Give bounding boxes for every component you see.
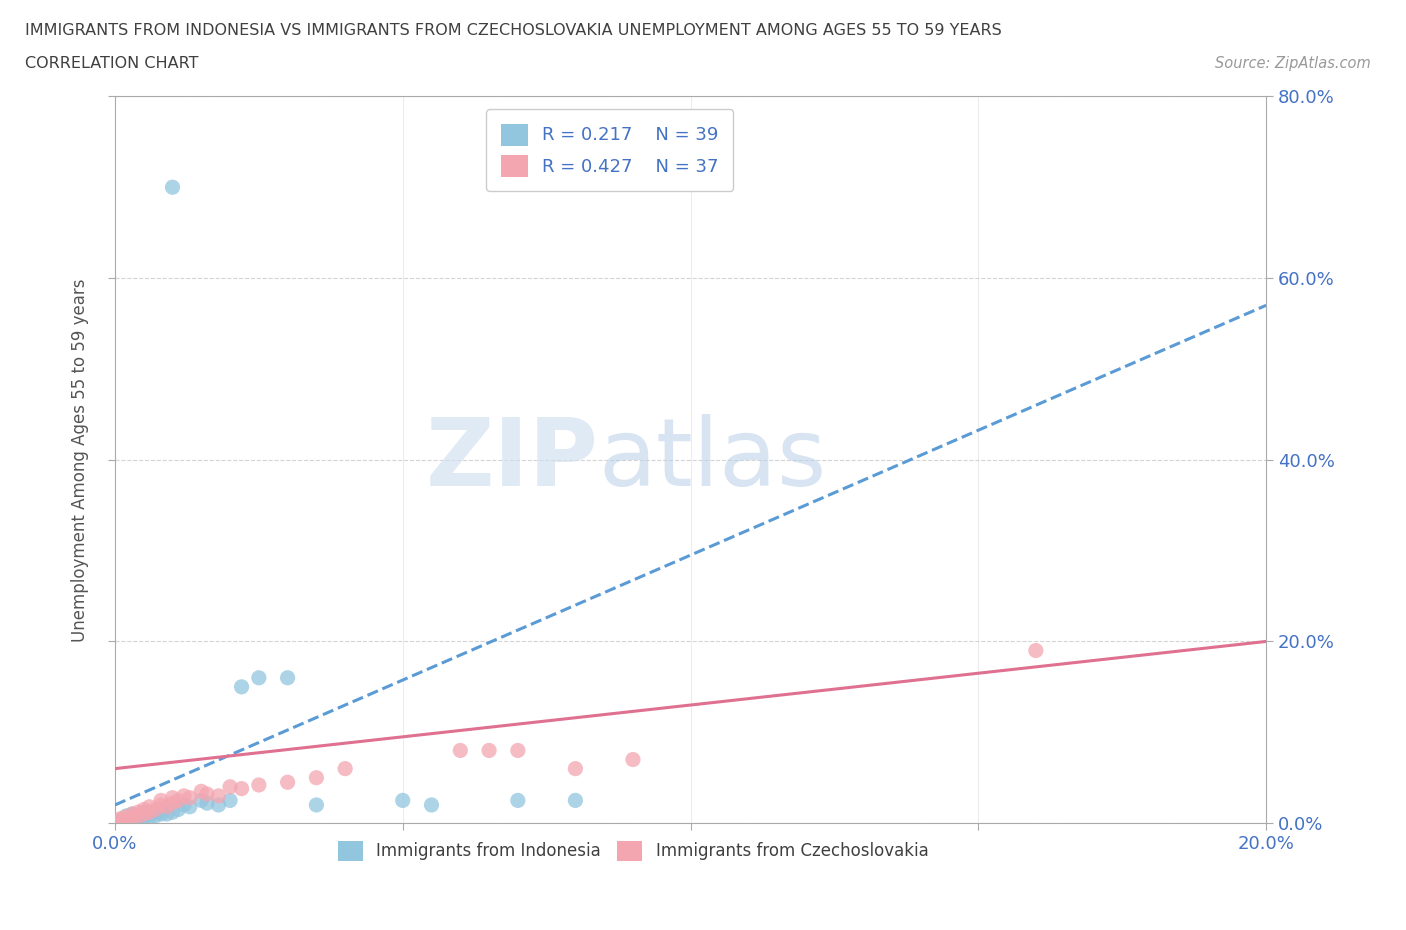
Point [190, 784, 212, 799]
Point [132, 802, 155, 817]
Point [110, 814, 132, 829]
Point [207, 789, 229, 804]
Point [162, 790, 184, 805]
Point [143, 802, 166, 817]
Point [110, 813, 132, 828]
Text: ZIP: ZIP [426, 414, 599, 506]
Point [143, 808, 166, 823]
Point [149, 793, 172, 808]
Point [247, 777, 270, 792]
Y-axis label: Unemployment Among Ages 55 to 59 years: Unemployment Among Ages 55 to 59 years [72, 278, 89, 642]
Point [207, 798, 229, 813]
Text: CORRELATION CHART: CORRELATION CHART [25, 56, 198, 71]
Point [149, 798, 172, 813]
Point [478, 743, 501, 758]
Point [167, 793, 190, 808]
Point [231, 680, 253, 695]
Point [107, 815, 129, 830]
Point [132, 808, 155, 823]
Point [173, 789, 195, 804]
Legend: Immigrants from Indonesia, Immigrants from Czechoslovakia: Immigrants from Indonesia, Immigrants fr… [329, 832, 936, 870]
Point [333, 761, 356, 776]
Text: IMMIGRANTS FROM INDONESIA VS IMMIGRANTS FROM CZECHOSLOVAKIA UNEMPLOYMENT AMONG A: IMMIGRANTS FROM INDONESIA VS IMMIGRANTS … [25, 23, 1002, 38]
Point [247, 671, 270, 685]
Text: Source: ZipAtlas.com: Source: ZipAtlas.com [1215, 56, 1371, 71]
Point [127, 809, 149, 824]
Point [138, 806, 160, 821]
Point [149, 802, 172, 817]
Point [112, 812, 135, 827]
Point [115, 812, 138, 827]
Point [277, 775, 299, 790]
Point [162, 179, 184, 194]
Point [621, 752, 644, 767]
Point [132, 804, 155, 819]
Point [156, 806, 179, 821]
Point [231, 781, 253, 796]
Point [305, 798, 328, 813]
Point [420, 798, 443, 813]
Point [115, 808, 138, 823]
Point [138, 799, 160, 814]
Point [132, 811, 155, 826]
Point [277, 671, 299, 685]
Point [506, 743, 529, 758]
Point [110, 811, 132, 826]
Point [219, 779, 242, 794]
Point [143, 804, 166, 819]
Point [195, 787, 218, 802]
Point [110, 813, 132, 828]
Point [564, 761, 586, 776]
Point [115, 811, 138, 826]
Point [173, 798, 195, 813]
Point [1025, 643, 1047, 658]
Point [305, 770, 328, 785]
Point [391, 793, 413, 808]
Point [162, 796, 184, 811]
Point [121, 806, 143, 821]
Point [127, 808, 149, 823]
Point [179, 799, 201, 814]
Point [138, 804, 160, 819]
Point [149, 806, 172, 821]
Point [449, 743, 471, 758]
Point [132, 806, 155, 821]
Point [564, 793, 586, 808]
Text: atlas: atlas [599, 414, 827, 506]
Point [121, 813, 143, 828]
Point [156, 799, 179, 814]
Point [115, 809, 138, 824]
Point [121, 806, 143, 821]
Point [195, 796, 218, 811]
Point [162, 804, 184, 819]
Point [121, 810, 143, 825]
Point [506, 793, 529, 808]
Point [138, 810, 160, 825]
Point [115, 814, 138, 829]
Point [127, 804, 149, 819]
Point [179, 790, 201, 805]
Point [167, 802, 190, 817]
Point [121, 810, 143, 825]
Point [190, 793, 212, 808]
Point [127, 812, 149, 827]
Point [219, 793, 242, 808]
Point [107, 814, 129, 829]
